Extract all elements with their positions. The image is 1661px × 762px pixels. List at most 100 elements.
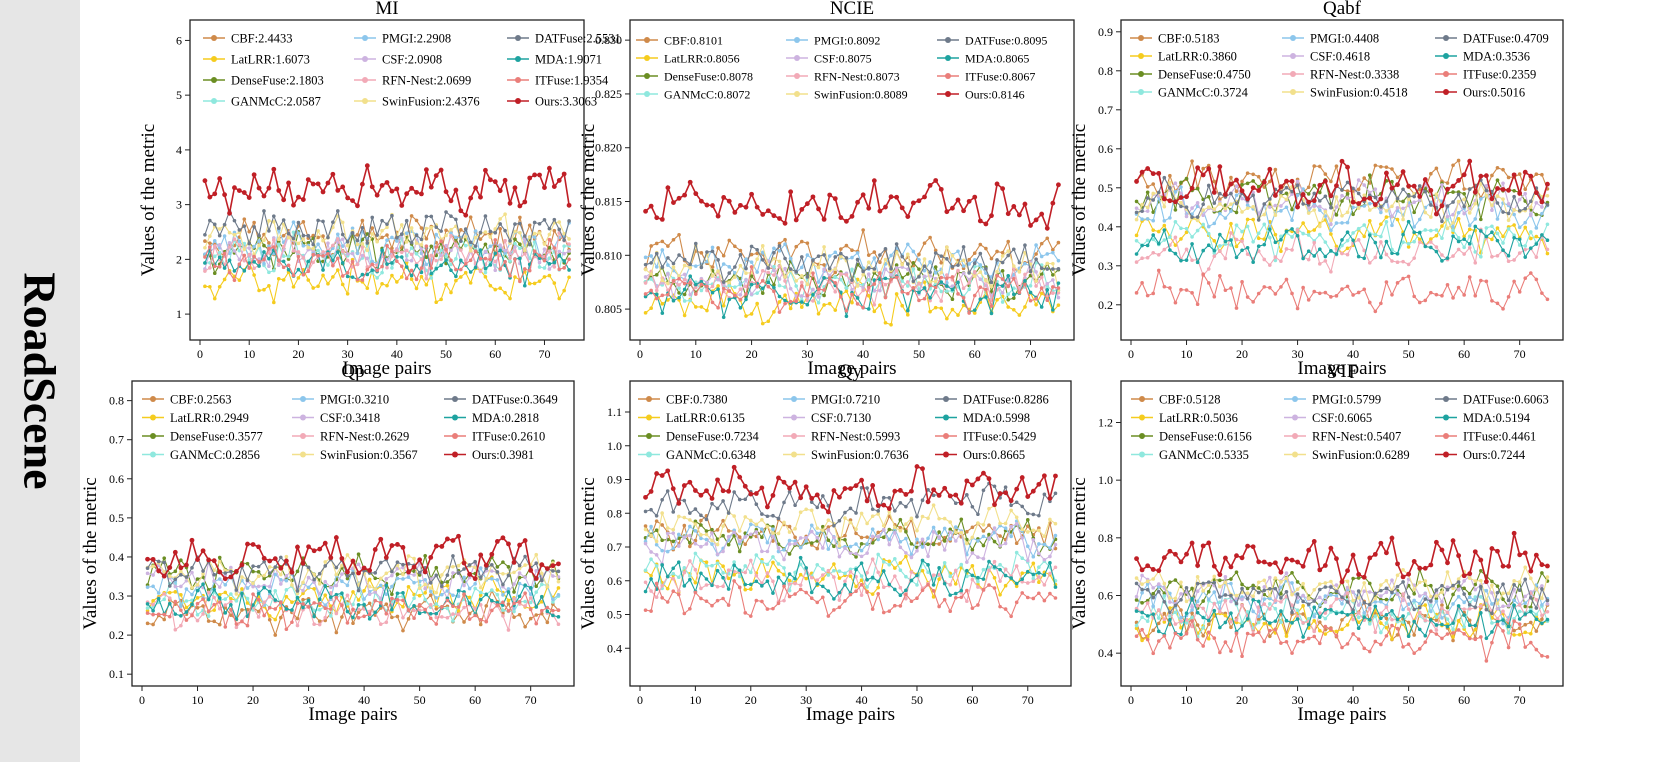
data-point: [844, 273, 849, 277]
data-point: [331, 275, 335, 279]
data-point: [1184, 247, 1189, 252]
data-point: [473, 265, 478, 270]
data-point: [208, 218, 212, 223]
data-point: [534, 561, 539, 566]
data-point: [1501, 307, 1505, 311]
data-point: [866, 307, 871, 311]
data-point: [926, 582, 930, 587]
data-point: [1245, 252, 1250, 256]
data-point: [261, 555, 267, 561]
data-point: [956, 292, 960, 296]
data-point: [777, 294, 782, 299]
data-point: [296, 267, 301, 272]
data-point: [1379, 240, 1383, 244]
legend-marker: [791, 451, 797, 458]
data-point: [975, 476, 981, 482]
data-point: [1295, 233, 1300, 238]
data-point: [961, 258, 966, 263]
data-point: [859, 593, 864, 597]
data-point: [1434, 292, 1439, 297]
data-point: [643, 281, 648, 285]
legend-marker: [211, 77, 217, 83]
data-point: [1423, 228, 1428, 232]
data-point: [1317, 199, 1322, 203]
data-point: [542, 242, 547, 246]
data-point: [367, 601, 372, 606]
data-point: [900, 303, 905, 308]
data-point: [1323, 254, 1328, 259]
y-tick-label: 1.0: [607, 439, 622, 453]
data-point: [291, 249, 296, 253]
data-point: [1473, 201, 1478, 206]
data-point: [184, 599, 189, 603]
data-point: [414, 252, 419, 256]
data-point: [1045, 284, 1050, 288]
data-point: [671, 539, 676, 544]
data-point: [462, 605, 466, 610]
data-point: [1495, 238, 1500, 243]
data-point: [240, 575, 244, 579]
data-point: [798, 587, 803, 592]
data-point: [883, 295, 888, 300]
data-point: [546, 165, 552, 171]
data-point: [805, 275, 810, 279]
data-point: [412, 616, 416, 621]
data-point: [1300, 192, 1306, 197]
data-point: [855, 284, 860, 288]
data-point: [1234, 210, 1239, 215]
data-point: [1417, 198, 1422, 202]
data-point: [754, 579, 759, 584]
data-point: [316, 284, 320, 289]
data-point: [710, 300, 715, 305]
data-point: [948, 574, 953, 579]
data-point: [262, 613, 266, 618]
data-point: [335, 256, 340, 261]
data-point: [738, 287, 743, 291]
data-point: [190, 570, 194, 575]
data-point: [915, 596, 919, 601]
data-point: [889, 267, 893, 271]
data-point: [660, 563, 664, 567]
data-point: [395, 259, 399, 264]
data-point: [508, 296, 512, 301]
data-point: [212, 572, 216, 577]
data-point: [399, 232, 404, 236]
data-point: [844, 243, 849, 248]
data-point: [1490, 254, 1494, 259]
data-point: [356, 603, 361, 607]
data-point: [743, 535, 748, 539]
data-point: [649, 277, 653, 281]
data-point: [434, 225, 439, 229]
data-point: [1401, 232, 1405, 237]
x-tick-label: 50: [913, 347, 925, 361]
data-point: [744, 257, 748, 261]
data-point: [223, 603, 228, 607]
data-point: [340, 249, 345, 254]
data-point: [223, 597, 228, 601]
data-point: [961, 264, 966, 268]
data-point: [905, 272, 910, 276]
data-point: [1523, 225, 1528, 230]
data-point: [1361, 196, 1367, 202]
data-point: [312, 577, 316, 582]
data-point: [1451, 190, 1455, 194]
data-point: [827, 254, 832, 258]
data-point: [488, 235, 493, 239]
data-point: [562, 266, 566, 270]
data-point: [1031, 512, 1036, 517]
chart-svg: Qy0.40.50.60.70.80.91.01.10 10 20 30 40 50 60 7…: [578, 361, 1072, 725]
data-point: [380, 235, 384, 240]
data-point: [777, 216, 782, 221]
y-tick-label: 0.5: [1098, 181, 1113, 195]
data-point: [195, 596, 200, 600]
data-point: [1240, 239, 1244, 244]
data-point: [1011, 247, 1016, 252]
data-point: [1329, 205, 1333, 210]
data-point: [955, 197, 961, 203]
data-point: [710, 583, 714, 588]
legend-marker: [943, 396, 949, 402]
data-point: [362, 614, 366, 619]
data-point: [654, 273, 659, 277]
data-point: [833, 270, 838, 275]
data-point: [998, 534, 1002, 538]
